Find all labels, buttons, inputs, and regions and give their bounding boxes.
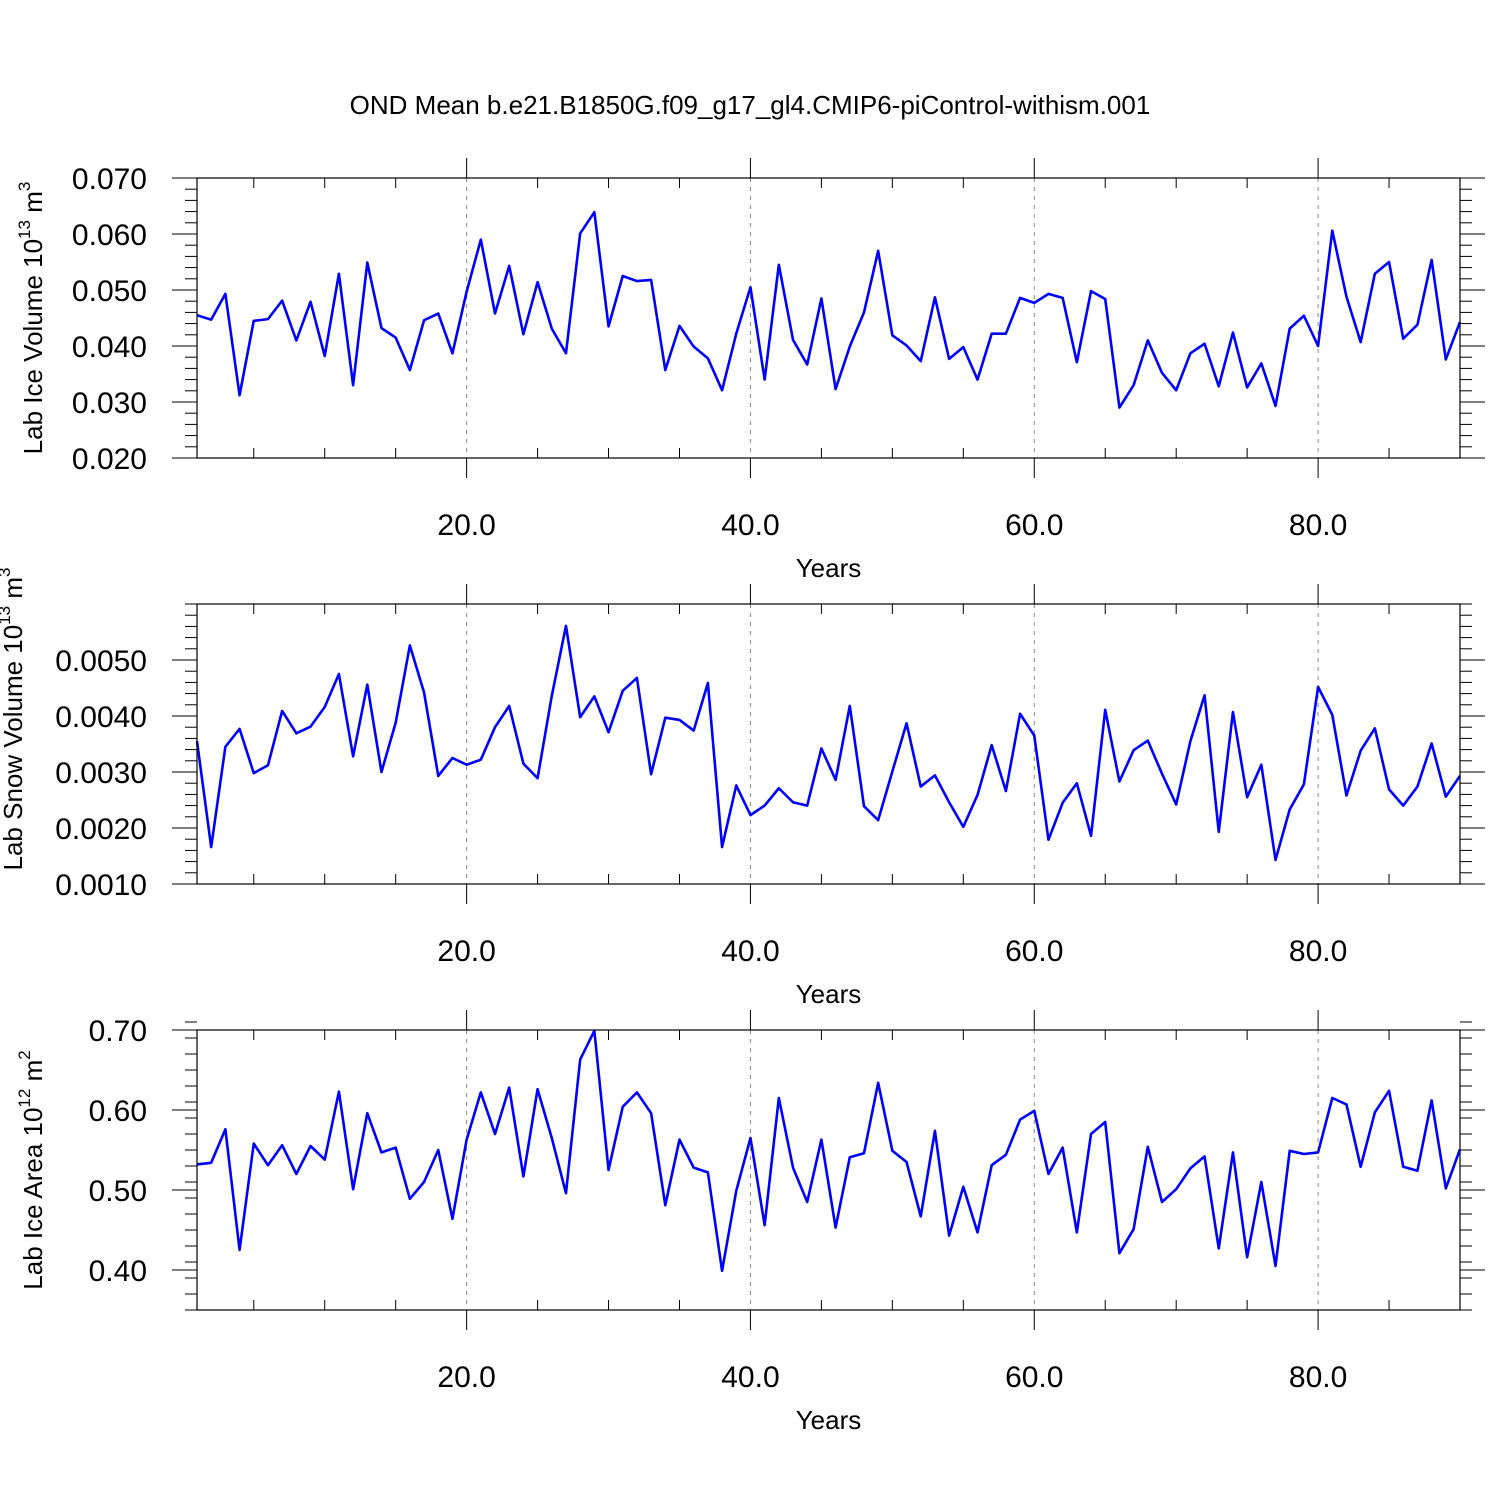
x-tick-label: 20.0	[437, 1361, 495, 1394]
panel-lab-snow-volume: 20.0 40.0 60.0 80.0 0.0010 0.0020 0.0030 0.0040…	[0, 567, 1485, 1009]
figure-title: OND Mean b.e21.B1850G.f09_g17_gl4.CMIP6-…	[350, 90, 1151, 120]
y-tick-label: 0.50	[89, 1175, 147, 1208]
plot-frame	[196, 1029, 1461, 1311]
panel-lab-ice-volume: 20.0 40.0 60.0 80.0 0.020 0.030 0.040 0.050 0.06…	[15, 158, 1485, 583]
y-tick-label: 0.050	[72, 275, 147, 308]
y-tick-label: 0.070	[72, 163, 147, 196]
series-line	[196, 210, 1462, 409]
plot-frame	[196, 603, 1461, 885]
y-tick-label: 0.60	[89, 1095, 147, 1128]
y-tick-label: 0.0050	[55, 645, 147, 678]
y-axis-title: Lab Ice Volume 1013 m3	[15, 182, 48, 455]
y-axis-title: Lab Ice Area 1012 m2	[15, 1050, 48, 1289]
series-line	[196, 1029, 1462, 1273]
series-line	[195, 624, 1462, 862]
x-tick-label: 20.0	[437, 509, 495, 542]
y-tick-label: 0.020	[72, 443, 147, 476]
y-tick-label: 0.060	[72, 219, 147, 252]
x-tick-label: 40.0	[721, 935, 779, 968]
x-axis-title: Years	[796, 979, 862, 1009]
x-tick-label: 80.0	[1289, 935, 1347, 968]
x-tick-label: 20.0	[437, 935, 495, 968]
x-axis-title: Years	[796, 553, 862, 583]
y-axis-title: Lab Snow Volume 1013 m3	[0, 567, 28, 870]
x-tick-label: 60.0	[1005, 1361, 1063, 1394]
y-tick-label: 0.0020	[55, 813, 147, 846]
panel-lab-ice-area: 20.0 40.0 60.0 80.0 0.40 0.50 0.60 0.70 Years Lab…	[15, 1010, 1485, 1435]
x-tick-label: 60.0	[1005, 509, 1063, 542]
x-tick-label: 80.0	[1289, 1361, 1347, 1394]
y-tick-label: 0.040	[72, 331, 147, 364]
y-tick-label: 0.40	[89, 1255, 147, 1288]
x-tick-label: 40.0	[721, 509, 779, 542]
x-tick-label: 60.0	[1005, 935, 1063, 968]
y-tick-label: 0.70	[89, 1015, 147, 1048]
y-tick-label: 0.0040	[55, 701, 147, 734]
y-tick-label: 0.0030	[55, 757, 147, 790]
x-tick-label: 40.0	[721, 1361, 779, 1394]
x-tick-label: 80.0	[1289, 509, 1347, 542]
y-tick-label: 0.030	[72, 387, 147, 420]
x-axis-title: Years	[796, 1405, 862, 1435]
plot-frame	[196, 177, 1461, 459]
y-tick-label: 0.0010	[55, 869, 147, 902]
